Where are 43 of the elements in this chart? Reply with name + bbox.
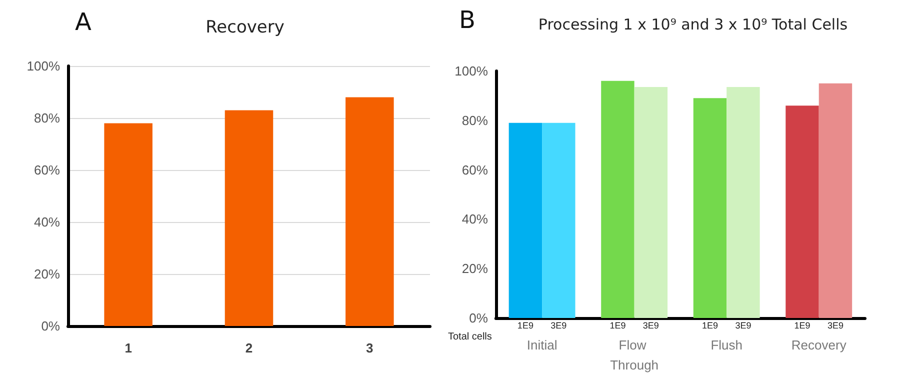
x-tick-label: 3 — [366, 340, 374, 356]
y-tick-label: 80% — [462, 112, 488, 128]
series-label: 3E9 — [550, 320, 567, 330]
y-tick-label: 40% — [462, 212, 488, 227]
text: 1E9 — [794, 320, 810, 330]
x-tick-label: Flow Through — [610, 338, 659, 372]
bar — [601, 80, 634, 318]
x-axis-title: Total cells — [448, 332, 492, 342]
x-tick-label: Recovery — [791, 338, 847, 352]
text: 3E9 — [735, 320, 752, 330]
bar — [693, 98, 727, 318]
bar — [634, 87, 668, 318]
x-tick-label: 1 — [124, 340, 132, 356]
bar — [104, 123, 152, 326]
y-tick-label: 80% — [34, 110, 60, 126]
bar — [786, 106, 819, 318]
y-tick-label: 60% — [462, 162, 488, 178]
x-tick-label: Initial — [526, 338, 558, 352]
x-tick-label: 2 — [245, 340, 253, 356]
text: B — [459, 6, 476, 34]
text: 1E9 — [610, 320, 626, 330]
bar — [508, 122, 542, 318]
y-tick-label: 0% — [41, 318, 60, 334]
bar — [726, 87, 760, 318]
series-label: 1E9 — [517, 320, 534, 330]
y-tick-label: 40% — [34, 214, 60, 230]
x-tick-label: Flush — [710, 338, 742, 352]
bar — [542, 122, 576, 318]
y-tick-label: 20% — [34, 266, 60, 282]
y-tick-label: 0% — [469, 310, 488, 326]
y-tick-label: 100% — [454, 64, 488, 78]
y-tick-label: 100% — [26, 58, 60, 74]
chart-title: Processing 1 x 10⁹ and 3 x 10⁹ Total Cells — [538, 16, 848, 34]
y-tick-label: 60% — [34, 162, 60, 178]
text: 3E9 — [827, 320, 844, 330]
text: A — [75, 8, 92, 36]
y-tick-label: 20% — [462, 261, 488, 276]
bar — [224, 110, 274, 326]
bar — [346, 97, 394, 326]
bar — [818, 83, 852, 318]
text: 3E9 — [642, 320, 659, 330]
text: 1E9 — [702, 320, 718, 330]
chart-title: Recovery — [206, 18, 284, 38]
